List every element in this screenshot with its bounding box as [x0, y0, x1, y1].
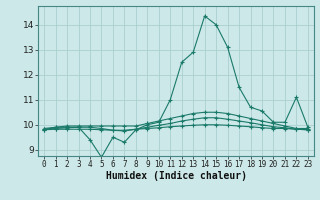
X-axis label: Humidex (Indice chaleur): Humidex (Indice chaleur) [106, 171, 246, 181]
